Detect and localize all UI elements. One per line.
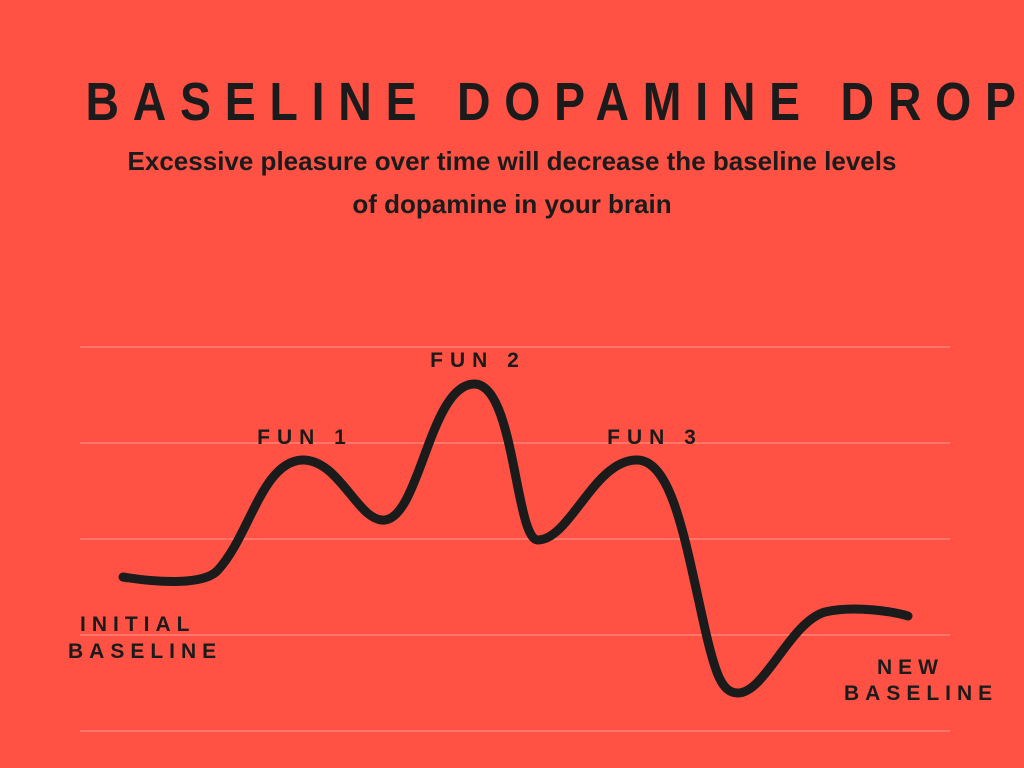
page-subtitle: Excessive pleasure over time will decrea… <box>127 146 897 219</box>
label-new-line-1: NEW <box>877 656 944 679</box>
label-new-line-2: BASELINE <box>844 682 998 705</box>
label-initial-line-2: BASELINE <box>68 640 222 663</box>
label-initial-line-1: INITIAL <box>80 613 196 636</box>
label-new-baseline: NEW BASELINE <box>844 656 998 705</box>
grid-lines <box>80 346 950 732</box>
dopamine-curve <box>118 379 913 698</box>
page-title: BASELINE DOPAMINE DROP <box>85 72 1024 132</box>
label-fun-1: FUN 1 <box>257 426 353 449</box>
label-fun-2: FUN 2 <box>430 349 526 372</box>
label-initial-baseline: INITIAL BASELINE <box>68 613 222 663</box>
label-fun-3: FUN 3 <box>607 426 703 449</box>
